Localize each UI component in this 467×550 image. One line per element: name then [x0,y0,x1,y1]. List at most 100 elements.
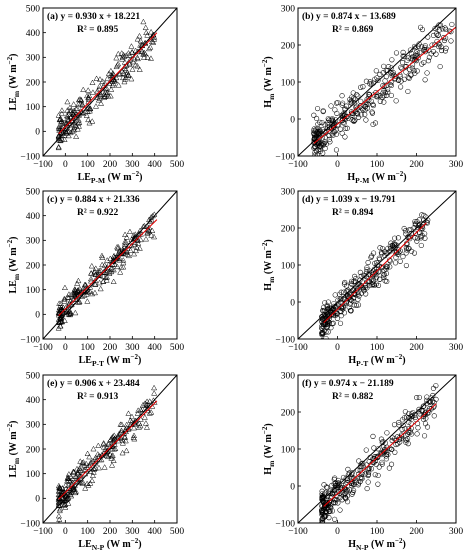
y-tick-label: 100 [281,261,296,271]
data-point [320,331,326,337]
data-point [107,72,114,78]
data-point [403,439,409,445]
data-point [117,269,124,275]
data-point [345,499,351,505]
x-axis-label: HN-P (W m−2) [348,537,406,550]
data-point [379,449,385,455]
regression-line [323,403,437,507]
data-point [123,421,130,428]
data-point [124,251,131,257]
x-tick-label: 400 [148,160,163,170]
data-point [80,86,87,93]
data-point [55,143,62,150]
data-point [379,265,385,271]
data-point [378,264,384,270]
data-point [355,93,361,99]
panel-label: (d) [302,194,314,205]
data-point [315,121,321,127]
data-point [75,299,83,305]
data-point [66,111,73,117]
data-point [62,482,69,488]
data-point [117,70,124,76]
data-point [65,311,72,317]
data-point [89,458,96,464]
data-point [140,50,147,57]
data-point [408,50,415,57]
data-point [79,102,86,108]
data-point [371,445,377,451]
data-point [388,70,394,76]
data-point [319,332,325,338]
data-point [393,50,400,56]
x-axis-label-exp: −2 [395,537,403,545]
data-point [380,70,386,76]
panel-label: (c) [47,194,58,205]
data-point [388,240,394,246]
data-point [118,264,125,270]
data-point [76,96,83,102]
x-axis-label: HP-T (W m−2) [348,353,405,368]
data-point [328,309,334,316]
x-axis-label-sub: P-M [355,176,369,185]
data-point [405,88,411,95]
data-point [322,300,328,306]
data-point [55,498,62,505]
data-point [354,286,360,292]
data-point [56,484,63,490]
panel-label: (b) [302,11,314,22]
y-axis-label-main: H [263,100,274,108]
data-point [109,462,116,468]
data-point [342,134,348,140]
data-point [370,433,376,439]
data-point [425,58,432,64]
data-point [73,133,80,139]
regression-line [58,32,158,135]
data-point [56,306,63,313]
x-axis-label-sub: N-P [356,543,369,550]
data-point [142,24,149,31]
x-axis-label-close: ) [402,539,405,550]
data-point [70,468,77,475]
data-point [93,271,100,277]
data-point [121,65,128,71]
data-point [88,262,95,269]
x-tick-label: 300 [125,527,140,537]
data-point [121,78,128,85]
data-point [58,107,65,113]
data-point [87,105,94,111]
y-axis-label-unit: (W m [263,66,274,93]
data-point [377,93,383,99]
y-tick-label: 0 [290,298,295,308]
data-point [126,228,133,235]
y-axis-label: Hm (W m−2) [261,239,276,290]
data-point [329,321,335,327]
data-point [108,72,115,79]
data-point [338,313,344,319]
data-point [82,282,89,288]
x-tick-label: 100 [81,160,96,170]
data-point [408,248,415,254]
data-point [65,482,72,488]
data-point [84,289,91,295]
data-point [313,126,319,132]
data-point [96,279,103,286]
y-axis-label-main: H [263,283,274,291]
x-tick-label: 0 [63,160,68,170]
one-to-one-line [42,7,178,157]
data-point [366,268,373,274]
data-point [71,107,78,114]
data-point [353,302,360,308]
x-axis-label-exp: −2 [132,170,140,178]
data-point [55,112,62,118]
data-point [96,76,103,82]
data-point [345,466,351,472]
data-point [371,282,377,289]
data-point [358,273,364,279]
data-point [392,449,398,455]
data-point [136,66,143,72]
data-point [378,436,384,442]
data-point [148,216,155,223]
data-point [320,304,327,310]
x-axis-label-unit: (W m [368,539,395,550]
data-point [57,137,64,144]
